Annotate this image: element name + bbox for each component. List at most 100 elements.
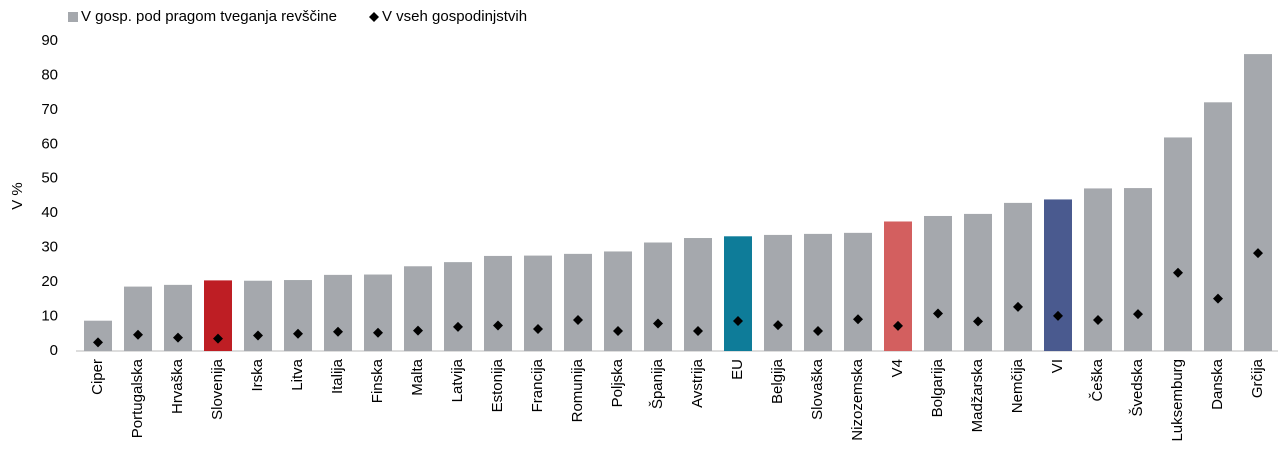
diamond-marker: [1053, 310, 1063, 321]
bar: [964, 213, 992, 351]
x-tick-label: Francija: [529, 358, 546, 412]
diamond-marker: [213, 333, 223, 344]
diamond-marker: [733, 316, 743, 327]
diamond-marker: [573, 315, 583, 325]
diamond-marker: [613, 326, 623, 337]
bar: [724, 236, 752, 351]
legend-label: V vseh gospodinjstvih: [382, 8, 527, 25]
bar: [924, 215, 952, 351]
x-tick-label: Estonija: [489, 358, 506, 412]
bar: [524, 255, 552, 351]
x-tick-label: Portugalska: [129, 358, 146, 438]
bar: [1244, 54, 1272, 351]
x-tick-label: Finska: [369, 358, 386, 403]
bar: [284, 280, 312, 351]
y-tick-label: 60: [41, 135, 58, 152]
diamond-marker: [173, 332, 183, 343]
x-tick-label: Nemčija: [1009, 358, 1026, 413]
bar: [484, 255, 512, 351]
bar: [324, 274, 352, 351]
diamond-marker: [973, 316, 983, 327]
legend-marker: [68, 12, 78, 22]
diamond-marker: [693, 326, 703, 337]
x-tick-label: Litva: [289, 358, 306, 390]
diamond-marker: [1133, 309, 1143, 320]
diamond-marker: [93, 337, 103, 348]
diamond-marker: [1093, 315, 1103, 325]
bar: [1164, 137, 1192, 351]
diamond-marker: [1013, 301, 1023, 312]
x-tick-label: Avstrija: [689, 358, 706, 408]
y-tick-label: 50: [41, 170, 58, 187]
legend-marker: [369, 12, 379, 22]
x-tick-label: VI: [1049, 359, 1066, 373]
x-tick-label: V4: [889, 359, 906, 377]
bar: [444, 262, 472, 351]
diamond-marker: [933, 308, 943, 319]
diamond-marker: [133, 329, 143, 340]
bar: [404, 266, 432, 351]
diamond-marker: [1253, 248, 1263, 259]
bar: [844, 232, 872, 351]
bar: [1044, 199, 1072, 351]
x-tick-label: Belgija: [769, 358, 786, 404]
diamond-marker: [253, 330, 263, 341]
x-tick-label: Madžarska: [969, 358, 986, 432]
diamond-marker: [653, 318, 663, 329]
diamond-marker: [413, 325, 423, 336]
y-tick-label: 90: [41, 32, 58, 49]
x-tick-label: Bolgarija: [929, 358, 946, 417]
x-tick-label: Irska: [249, 358, 266, 391]
x-tick-label: Grčija: [1249, 358, 1266, 398]
x-tick-label: Nizozemska: [849, 358, 866, 440]
diamond-marker: [493, 320, 503, 331]
bar: [364, 274, 392, 351]
bar: [124, 286, 152, 351]
bar: [884, 221, 912, 351]
x-tick-label: Španija: [649, 358, 666, 409]
legend-label: V gosp. pod pragom tveganja revščine: [81, 8, 337, 25]
diamond-marker: [1213, 293, 1223, 304]
diamond-marker: [373, 327, 383, 338]
x-tick-label: Luksemburg: [1169, 359, 1186, 442]
bar: [564, 253, 592, 351]
y-tick-label: 10: [41, 308, 58, 325]
diamond-marker: [333, 326, 343, 337]
x-tick-label: Italija: [329, 358, 346, 394]
bar: [644, 242, 672, 351]
bar: [1084, 188, 1112, 351]
y-axis-label: V %: [9, 182, 26, 210]
bar: [764, 234, 792, 351]
x-tick-label: Slovaška: [809, 358, 826, 420]
x-tick-label: Švedska: [1129, 358, 1146, 416]
diamond-marker: [853, 314, 863, 325]
diamond-marker: [813, 326, 823, 337]
y-tick-label: 30: [41, 239, 58, 256]
bar: [1204, 102, 1232, 351]
x-tick-label: Hrvaška: [169, 358, 186, 414]
y-tick-label: 40: [41, 204, 58, 221]
x-tick-label: Romunija: [569, 358, 586, 422]
diamond-marker: [293, 328, 303, 339]
x-tick-label: Latvija: [449, 358, 466, 402]
bar: [1124, 188, 1152, 351]
diamond-marker: [773, 320, 783, 331]
x-tick-label: Malta: [409, 358, 426, 395]
x-tick-label: Poljska: [609, 358, 626, 407]
diamond-marker: [1173, 267, 1183, 278]
x-tick-label: EU: [729, 359, 746, 380]
y-tick-label: 0: [50, 342, 58, 359]
diamond-marker: [893, 320, 903, 331]
x-tick-label: Danska: [1209, 358, 1226, 410]
y-tick-label: 20: [41, 273, 58, 290]
diamond-marker: [453, 321, 463, 332]
y-tick-label: 70: [41, 101, 58, 118]
y-tick-label: 80: [41, 66, 58, 83]
x-tick-label: Češka: [1089, 358, 1106, 401]
x-tick-label: Ciper: [89, 359, 106, 395]
x-tick-label: Slovenija: [209, 358, 226, 420]
bar: [604, 251, 632, 351]
diamond-marker: [533, 323, 543, 334]
bar: [1004, 202, 1032, 351]
